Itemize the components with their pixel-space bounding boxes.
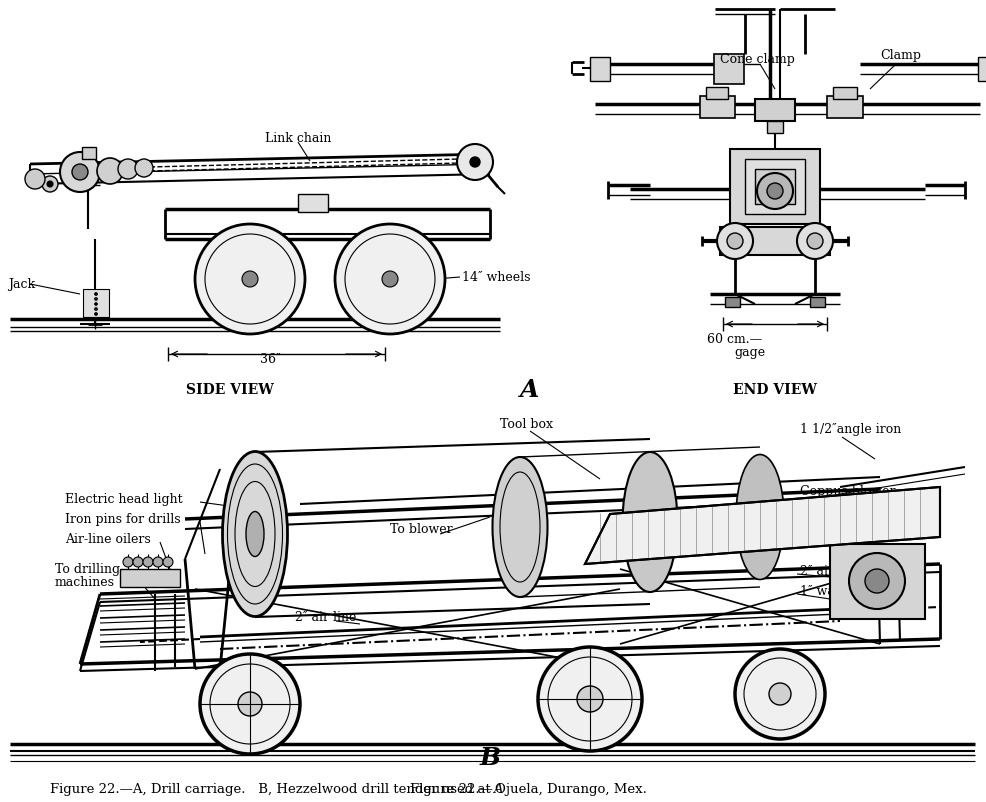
Circle shape: [470, 158, 480, 168]
Bar: [706, 88, 728, 100]
Text: B: B: [479, 745, 501, 769]
Text: To blower: To blower: [390, 523, 453, 536]
Text: Link chain: Link chain: [265, 132, 331, 144]
Bar: [120, 569, 180, 587]
Text: Cone clamp: Cone clamp: [720, 54, 795, 67]
Bar: [83, 290, 109, 318]
Circle shape: [767, 184, 783, 200]
Circle shape: [153, 557, 163, 567]
Circle shape: [135, 160, 153, 178]
Circle shape: [735, 649, 825, 739]
Bar: [714, 55, 744, 85]
Circle shape: [42, 176, 58, 192]
Circle shape: [118, 160, 138, 180]
Text: END VIEW: END VIEW: [733, 383, 817, 396]
Circle shape: [95, 294, 98, 296]
Circle shape: [25, 170, 45, 190]
Circle shape: [95, 308, 98, 311]
Circle shape: [123, 557, 133, 567]
Circle shape: [727, 233, 743, 249]
Circle shape: [97, 159, 123, 184]
Text: SIDE VIEW: SIDE VIEW: [186, 383, 274, 396]
Text: Electric head light: Electric head light: [65, 493, 182, 506]
Circle shape: [242, 272, 258, 288]
Circle shape: [47, 182, 53, 188]
Bar: [745, 160, 805, 215]
Circle shape: [849, 553, 905, 610]
Text: Jack: Jack: [8, 278, 35, 291]
Bar: [833, 88, 857, 100]
Text: Tool box: Tool box: [500, 418, 553, 431]
Text: Clamp: Clamp: [880, 48, 921, 62]
Ellipse shape: [492, 457, 547, 597]
Text: Iron pins for drills: Iron pins for drills: [65, 512, 180, 526]
Bar: [810, 298, 825, 308]
Circle shape: [769, 683, 791, 705]
Circle shape: [95, 303, 98, 306]
Bar: [830, 545, 925, 619]
Circle shape: [757, 174, 793, 210]
Circle shape: [133, 557, 143, 567]
Text: machines: machines: [55, 576, 115, 589]
Bar: [767, 122, 783, 134]
Bar: [755, 100, 795, 122]
Ellipse shape: [622, 452, 677, 592]
Ellipse shape: [246, 512, 264, 557]
Circle shape: [195, 225, 305, 334]
Text: 60 cm.—: 60 cm.—: [707, 333, 762, 346]
Circle shape: [865, 569, 889, 593]
Circle shape: [95, 313, 98, 316]
Text: Coppus blower: Coppus blower: [800, 485, 895, 498]
Text: gage: gage: [735, 346, 765, 359]
Bar: [827, 97, 863, 119]
Bar: [700, 97, 735, 119]
Ellipse shape: [223, 452, 288, 617]
Circle shape: [72, 164, 88, 180]
Circle shape: [238, 692, 262, 716]
Circle shape: [807, 233, 823, 249]
Text: 2″ air line: 2″ air line: [800, 565, 862, 577]
Bar: [298, 195, 328, 213]
Text: A: A: [493, 783, 503, 796]
Text: 14″ wheels: 14″ wheels: [462, 271, 530, 284]
Bar: [82, 148, 96, 160]
Text: 36″: 36″: [259, 353, 280, 366]
Text: To drilling: To drilling: [55, 563, 120, 576]
Circle shape: [797, 224, 833, 260]
Circle shape: [143, 557, 153, 567]
Text: A: A: [521, 378, 539, 402]
Circle shape: [335, 225, 445, 334]
Bar: [720, 228, 830, 256]
Bar: [590, 58, 610, 82]
Circle shape: [457, 145, 493, 180]
Text: 1″ water line: 1″ water line: [800, 585, 880, 597]
Text: Figure 22.—: Figure 22.—: [410, 783, 493, 796]
Bar: [755, 170, 795, 205]
Circle shape: [60, 153, 100, 192]
Circle shape: [577, 687, 603, 712]
Bar: [725, 298, 740, 308]
Bar: [730, 150, 820, 225]
Circle shape: [95, 298, 98, 301]
Text: Figure 22.—A, Drill carriage.   B, Hezzelwood drill tender used at Ojuela, Duran: Figure 22.—A, Drill carriage. B, Hezzelw…: [50, 783, 647, 796]
Circle shape: [538, 647, 642, 751]
Circle shape: [717, 224, 753, 260]
Circle shape: [382, 272, 398, 288]
Text: Air-line oilers: Air-line oilers: [65, 533, 151, 546]
Circle shape: [163, 557, 173, 567]
Ellipse shape: [736, 455, 784, 580]
Text: 1 1/2″angle iron: 1 1/2″angle iron: [800, 423, 901, 436]
Polygon shape: [585, 488, 940, 565]
Bar: [978, 58, 986, 82]
Text: 2″ air line: 2″ air line: [295, 611, 356, 624]
Circle shape: [200, 654, 300, 754]
